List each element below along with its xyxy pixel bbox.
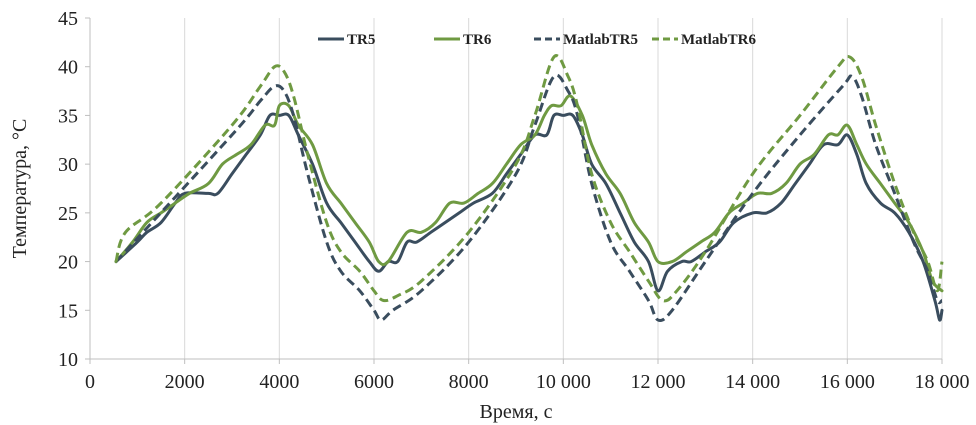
y-tick-label: 25 <box>58 203 78 225</box>
x-tick-label: 16 000 <box>820 371 875 393</box>
y-tick-label: 35 <box>58 105 78 127</box>
legend-label-tr5: TR5 <box>347 32 375 48</box>
x-tick-label: 10 000 <box>536 371 591 393</box>
x-tick-label: 2000 <box>165 371 205 393</box>
y-tick-label: 40 <box>58 57 78 79</box>
x-tick-label: 14 000 <box>725 371 780 393</box>
x-tick-label: 18 000 <box>915 371 970 393</box>
x-tick-label: 8000 <box>449 371 489 393</box>
y-tick-label: 30 <box>58 154 78 176</box>
y-tick-label: 15 <box>58 300 78 322</box>
series-line-tr6 <box>114 94 944 293</box>
grid <box>184 18 943 359</box>
y-tick-label: 20 <box>58 252 78 274</box>
x-tick-label: 6000 <box>354 371 394 393</box>
x-axis-title: Время, с <box>480 401 553 423</box>
y-axis-title: Температура, °C <box>9 119 31 259</box>
legend: TR5 TR6 MatlabTR5 MatlabTR6 <box>318 32 757 48</box>
y-tick-label: 45 <box>58 8 78 30</box>
axes: 10 15 20 25 30 35 40 45 0 2000 4000 6000 8000 10 000 1… <box>58 8 970 393</box>
legend-label-matlabtr6: MatlabTR6 <box>681 32 757 48</box>
y-tick-label: 10 <box>58 349 78 371</box>
series-line-matlabtr5 <box>114 73 943 323</box>
legend-label-tr6: TR6 <box>463 32 492 48</box>
x-tick-label: 12 000 <box>631 371 686 393</box>
series-line-matlabtr6 <box>114 54 944 303</box>
series-line-tr5 <box>114 112 944 322</box>
x-tick-label: 0 <box>85 371 95 393</box>
legend-label-matlabtr5: MatlabTR5 <box>563 32 638 48</box>
x-tick-label: 4000 <box>259 371 299 393</box>
series <box>114 54 944 323</box>
